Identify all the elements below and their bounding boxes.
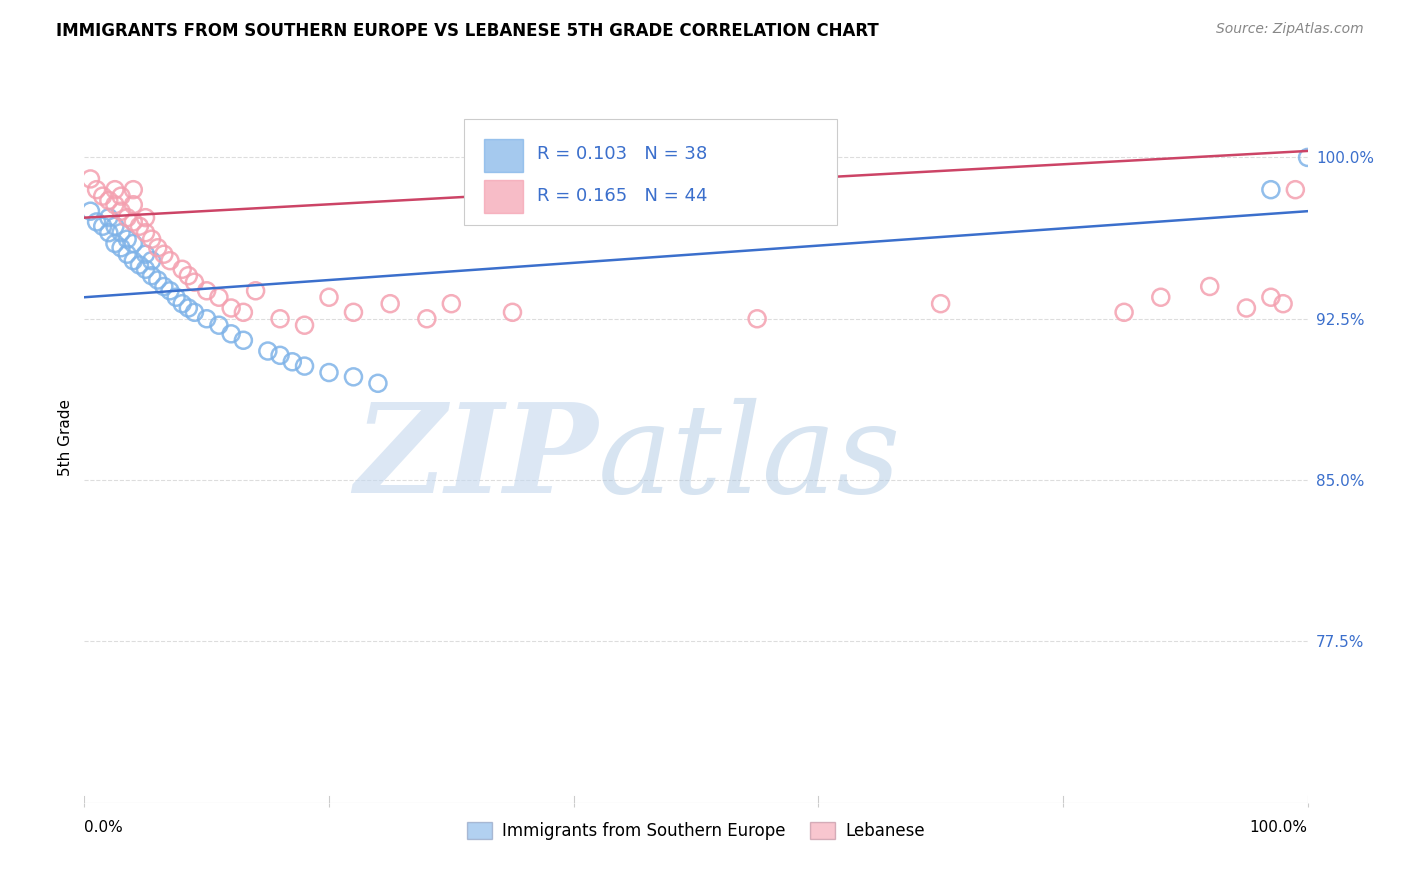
Point <box>91 189 114 203</box>
Point <box>146 273 169 287</box>
Point <box>747 311 769 326</box>
Point <box>177 301 200 315</box>
Point <box>135 211 157 225</box>
Point <box>440 296 463 310</box>
Point <box>257 344 280 359</box>
Point <box>115 247 138 261</box>
Point <box>122 236 145 251</box>
Point <box>1260 290 1282 304</box>
Text: R = 0.165   N = 44: R = 0.165 N = 44 <box>537 186 707 204</box>
Point <box>318 366 340 380</box>
Text: 100.0%: 100.0% <box>1250 820 1308 835</box>
Text: ZIP: ZIP <box>354 398 598 520</box>
Point <box>115 211 138 225</box>
Point <box>195 311 218 326</box>
Point <box>153 279 176 293</box>
Point <box>79 204 101 219</box>
Point <box>110 189 132 203</box>
Point <box>128 219 150 234</box>
Text: 0.0%: 0.0% <box>84 820 124 835</box>
Point <box>141 268 163 283</box>
Point <box>219 326 242 341</box>
Point <box>86 215 108 229</box>
Point <box>294 359 316 373</box>
Point <box>91 219 114 234</box>
Point <box>177 268 200 283</box>
Point <box>294 318 316 333</box>
Point <box>1198 279 1220 293</box>
Point <box>208 318 231 333</box>
Point <box>97 194 120 208</box>
Text: atlas: atlas <box>598 398 901 520</box>
Text: R = 0.103   N = 38: R = 0.103 N = 38 <box>537 145 707 163</box>
Point <box>318 290 340 304</box>
FancyBboxPatch shape <box>484 179 523 212</box>
Point <box>1236 301 1258 315</box>
Point <box>122 215 145 229</box>
Point <box>281 355 304 369</box>
Point <box>165 290 187 304</box>
Text: Source: ZipAtlas.com: Source: ZipAtlas.com <box>1216 22 1364 37</box>
Text: IMMIGRANTS FROM SOUTHERN EUROPE VS LEBANESE 5TH GRADE CORRELATION CHART: IMMIGRANTS FROM SOUTHERN EUROPE VS LEBAN… <box>56 22 879 40</box>
Point <box>135 247 157 261</box>
FancyBboxPatch shape <box>484 138 523 171</box>
Point <box>183 305 205 319</box>
Point <box>1284 183 1306 197</box>
Y-axis label: 5th Grade: 5th Grade <box>58 399 73 475</box>
Point <box>153 247 176 261</box>
Point <box>128 258 150 272</box>
Point <box>232 305 254 319</box>
Point <box>159 253 181 268</box>
Point <box>79 172 101 186</box>
FancyBboxPatch shape <box>464 119 837 225</box>
Point <box>269 348 291 362</box>
Point <box>172 296 194 310</box>
Point <box>342 369 364 384</box>
Point <box>172 262 194 277</box>
Point <box>245 284 267 298</box>
Point <box>1296 150 1319 164</box>
Point <box>232 333 254 347</box>
Point <box>380 296 402 310</box>
Point <box>141 232 163 246</box>
Point <box>110 241 132 255</box>
Point <box>97 211 120 225</box>
Point <box>104 236 127 251</box>
Point <box>97 226 120 240</box>
Point <box>110 226 132 240</box>
Point <box>146 241 169 255</box>
Point <box>110 204 132 219</box>
Point <box>502 305 524 319</box>
Point <box>115 232 138 246</box>
Point <box>104 219 127 234</box>
Point <box>219 301 242 315</box>
Point <box>269 311 291 326</box>
Point <box>195 284 218 298</box>
Point <box>208 290 231 304</box>
Point <box>416 311 439 326</box>
Point <box>1260 183 1282 197</box>
Point <box>342 305 364 319</box>
Point <box>141 253 163 268</box>
Point <box>86 183 108 197</box>
Legend: Immigrants from Southern Europe, Lebanese: Immigrants from Southern Europe, Lebanes… <box>460 815 932 847</box>
Point <box>104 198 127 212</box>
Point <box>104 183 127 197</box>
Point <box>367 376 389 391</box>
Point <box>1114 305 1136 319</box>
Point <box>159 284 181 298</box>
Point <box>1150 290 1173 304</box>
Point <box>183 275 205 289</box>
Point <box>122 198 145 212</box>
Point <box>929 296 952 310</box>
Point <box>1272 296 1295 310</box>
Point <box>135 226 157 240</box>
Point <box>122 183 145 197</box>
Point <box>135 262 157 277</box>
Point <box>122 253 145 268</box>
